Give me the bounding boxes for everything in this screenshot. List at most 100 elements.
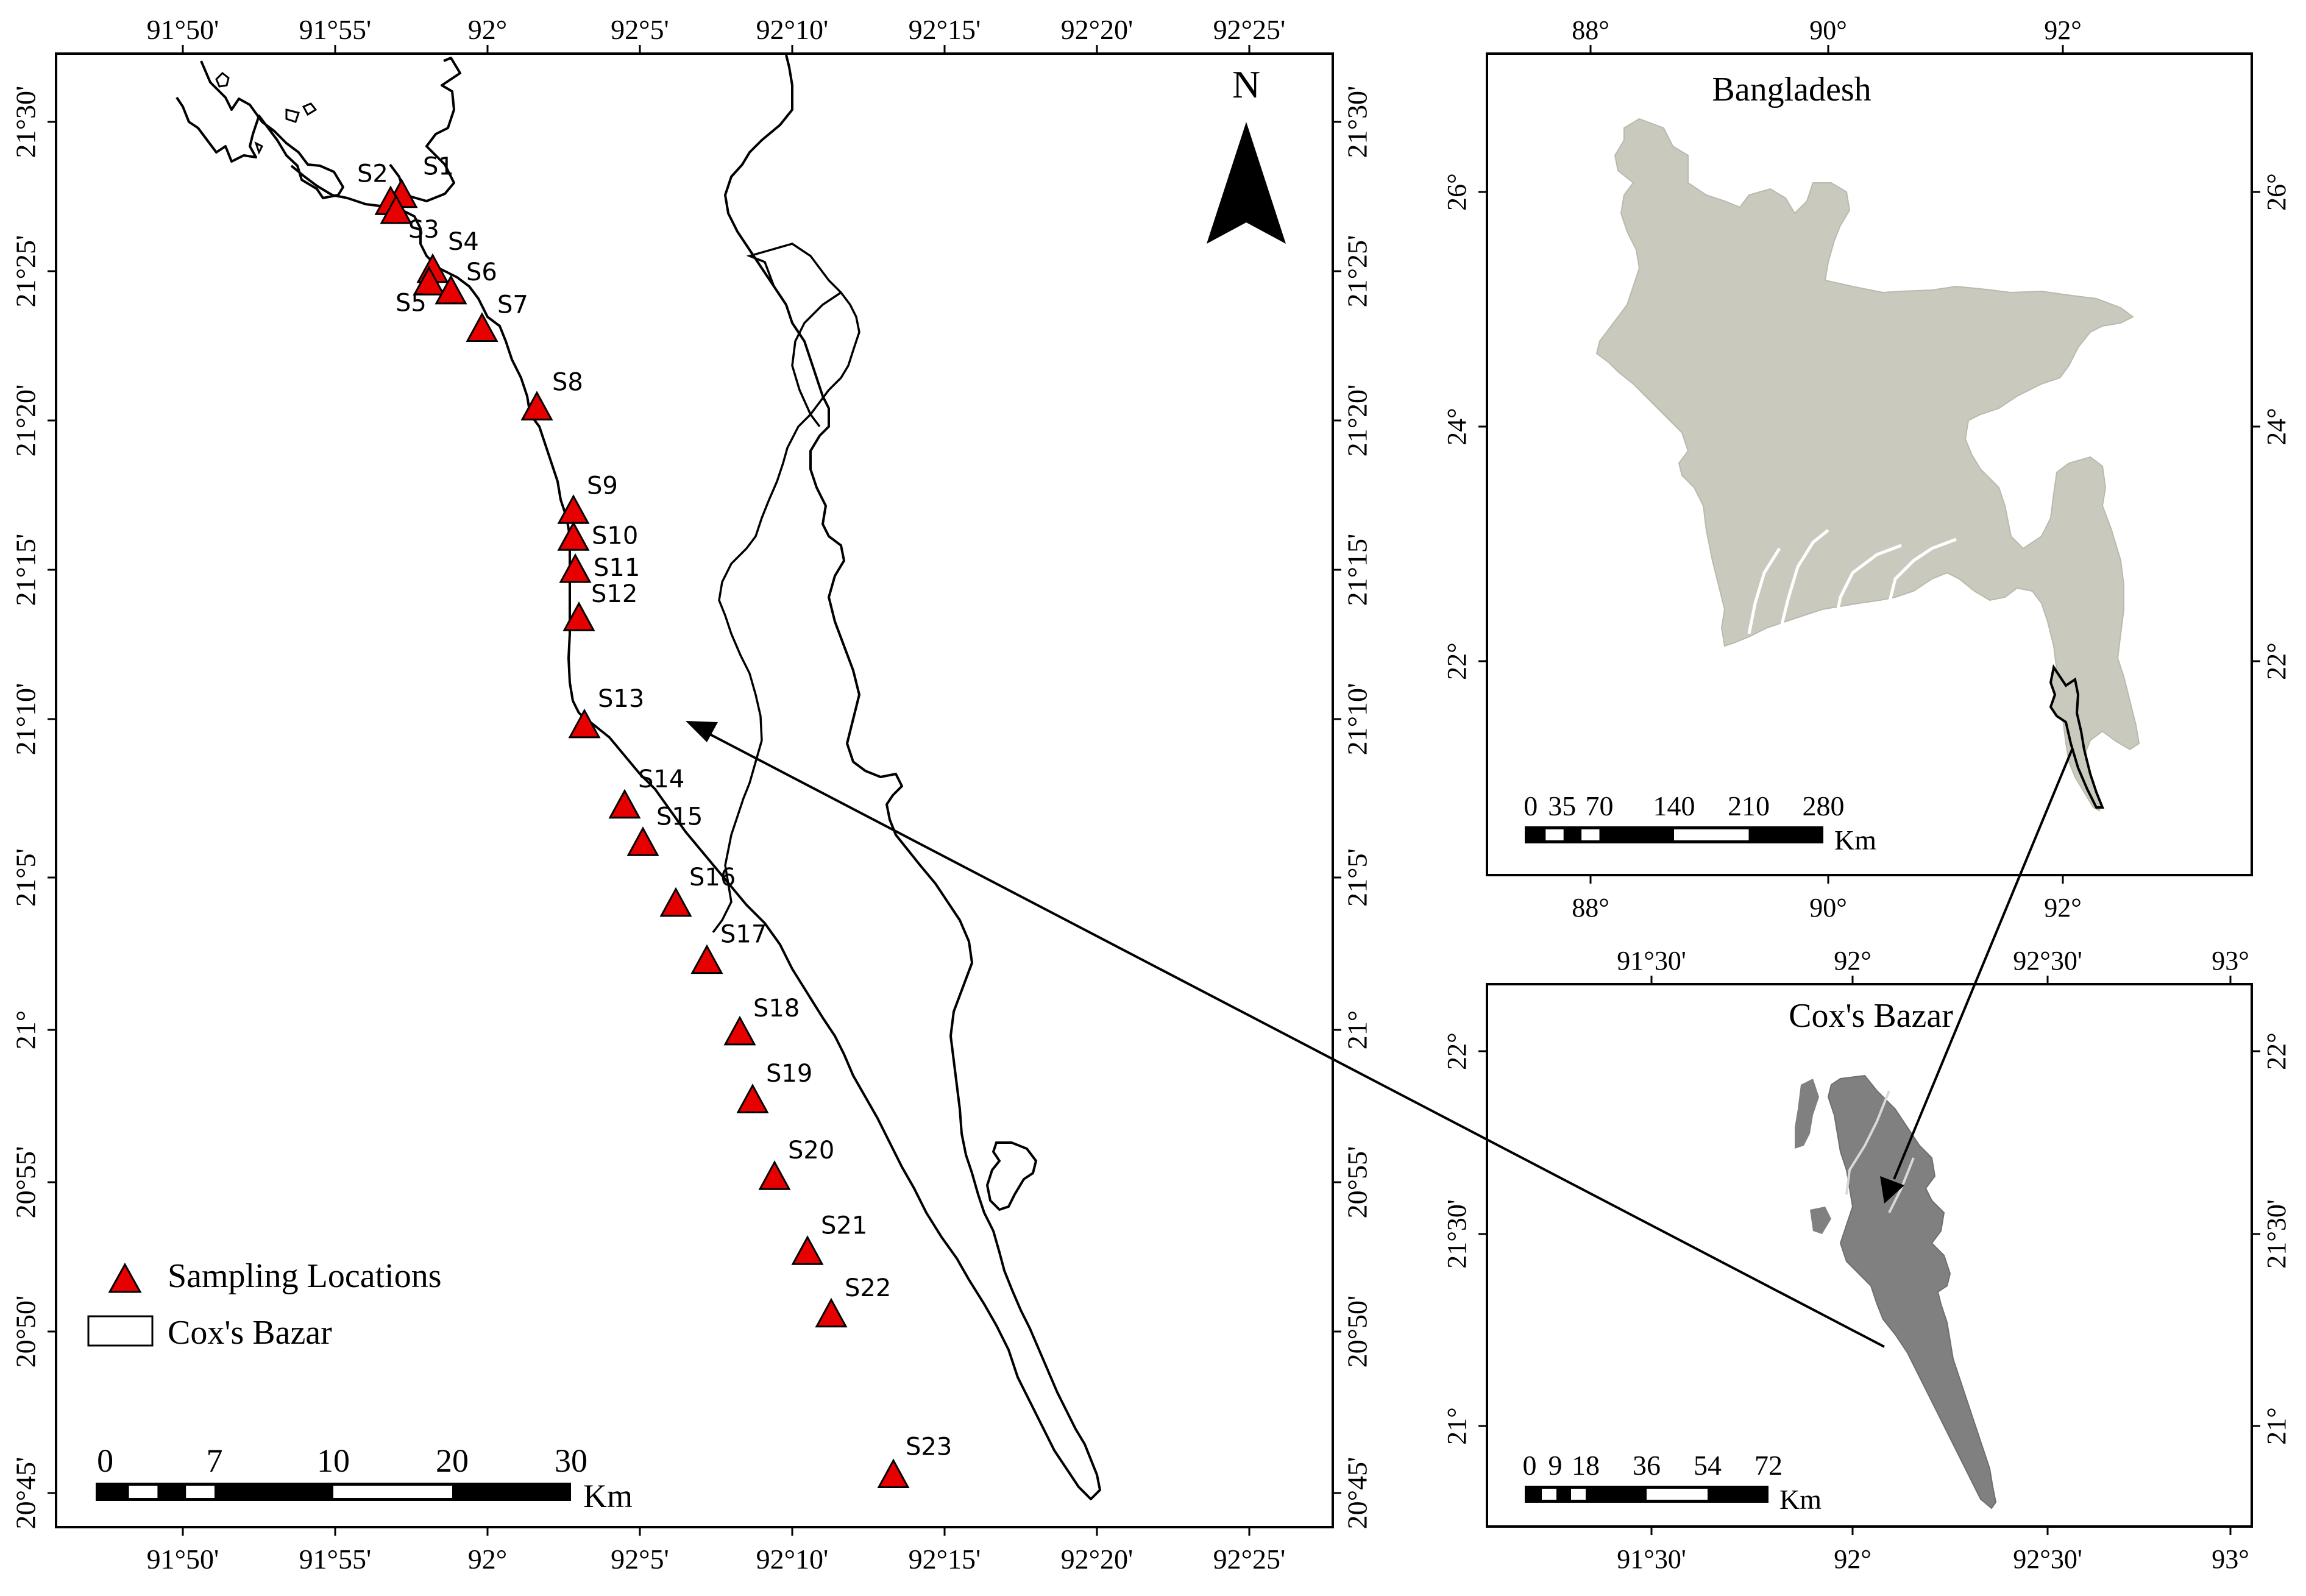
delta-rivers xyxy=(1747,529,1957,634)
coxs-to-main-arrowhead-icon xyxy=(686,721,718,742)
bottom-tick-label: 91°55' xyxy=(299,1544,372,1575)
scale-bar-segment xyxy=(1647,1489,1708,1500)
top-tick-label: 92° xyxy=(2044,15,2082,45)
station-marker-s16 xyxy=(659,887,692,917)
scale-bar-label: 210 xyxy=(1728,790,1770,821)
station-label-s18: S18 xyxy=(753,995,800,1023)
scale-bar-label: 9 xyxy=(1549,1450,1563,1481)
station-label-s13: S13 xyxy=(598,685,644,713)
coxs-bazar-map-frame xyxy=(1486,983,2253,1528)
top-tick-label: 92°5' xyxy=(611,14,669,45)
left-tick-label: 22° xyxy=(1442,642,1472,680)
station-label-s8: S8 xyxy=(552,368,583,396)
top-tick-label: 92°20' xyxy=(1061,14,1133,45)
station-marker-s10 xyxy=(557,521,590,551)
scale-bar-label: 7 xyxy=(207,1442,223,1479)
scale-bar-label: 72 xyxy=(1754,1450,1783,1481)
station-marker-s23 xyxy=(877,1458,910,1488)
station-label-s21: S21 xyxy=(821,1211,867,1240)
scale-bar-label: 54 xyxy=(1694,1450,1722,1481)
station-label-s12: S12 xyxy=(591,580,637,608)
top-tick-label: 92° xyxy=(1834,946,1871,976)
scale-bar-segment xyxy=(1571,1489,1586,1500)
north-arrow-icon xyxy=(1207,122,1286,244)
coxs-bazar-inland-boundary xyxy=(791,291,842,428)
mainland-coastline xyxy=(176,54,1101,1500)
scale-bar-label: 70 xyxy=(1586,790,1614,821)
station-marker-s20 xyxy=(758,1160,791,1190)
scale-bar-label: 35 xyxy=(1548,790,1576,821)
top-tick-label: 91°50' xyxy=(147,14,219,45)
station-marker-s17 xyxy=(690,944,723,974)
scale-bar-label: 140 xyxy=(1653,790,1695,821)
scale-bar-label: 18 xyxy=(1572,1450,1600,1481)
coxs-bazar-map-title: Cox's Bazar xyxy=(1789,997,1953,1035)
scale-bar-label: 280 xyxy=(1803,790,1845,821)
bangladesh-tick-labels: 88° 90° 92° 88° 90° 92° 26° 24° 22° 26° 24° 22° xyxy=(1442,15,2291,923)
right-tick-label: 21° xyxy=(2262,1407,2291,1445)
station-marker-s21 xyxy=(791,1235,824,1265)
main-map-frame xyxy=(55,52,1334,1528)
scale-bar-unit: Km xyxy=(583,1478,633,1514)
station-label-s4: S4 xyxy=(448,228,479,256)
right-tick-label: 21°5' xyxy=(1342,848,1373,907)
scale-bar-label: 10 xyxy=(317,1442,350,1479)
bangladesh-to-coxs-arrowhead-icon xyxy=(1880,1176,1904,1204)
left-tick-label: 21°20' xyxy=(10,385,41,457)
left-tick-label: 20°45' xyxy=(10,1457,41,1530)
bottom-tick-label: 92°25' xyxy=(1213,1544,1286,1575)
legend: Sampling Locations Cox's Bazar xyxy=(87,1257,442,1352)
right-tick-label: 21°10' xyxy=(1342,683,1373,756)
right-tick-label: 21°15' xyxy=(1342,534,1373,606)
left-tick-label: 26° xyxy=(1442,173,1472,211)
station-label-s16: S16 xyxy=(689,864,736,892)
bangladesh-to-coxs-arrow-line xyxy=(1893,749,2073,1180)
bangladesh-inset-map: 88° 90° 92° 88° 90° 92° 26° 24° 22° 26° 24° 22° Ban… xyxy=(1442,15,2291,923)
bangladesh-scale-bar: 0 35 70 140 210 280 Km xyxy=(1524,790,1876,856)
left-tick-label: 21°10' xyxy=(10,683,41,756)
station-marker-s8 xyxy=(520,391,553,420)
left-tick-label: 21° xyxy=(1442,1407,1472,1445)
station-marker-s19 xyxy=(736,1084,769,1113)
left-tick-label: 21°30' xyxy=(1442,1199,1472,1269)
station-label-s9: S9 xyxy=(587,472,618,500)
station-label-s20: S20 xyxy=(788,1137,834,1165)
bangladesh-map-title: Bangladesh xyxy=(1712,71,1871,108)
station-label-s2: S2 xyxy=(357,160,388,188)
scale-bar-unit: Km xyxy=(1779,1484,1822,1515)
left-tick-label: 21°25' xyxy=(10,235,41,308)
left-tick-label: 21°30' xyxy=(10,86,41,158)
station-marker-s15 xyxy=(626,826,659,856)
top-tick-label: 92° xyxy=(468,14,507,45)
coxs-bazar-shape xyxy=(1827,1074,1997,1509)
bangladesh-map-frame xyxy=(1486,52,2253,876)
left-tick-label: 24° xyxy=(1442,408,1472,445)
station-marker-s13 xyxy=(568,708,601,739)
top-tick-label: 93° xyxy=(2212,946,2249,976)
scale-bar-segment xyxy=(1542,1489,1556,1500)
coxs-bazar-western-island xyxy=(1795,1079,1819,1149)
scale-bar-label: 0 xyxy=(1523,1450,1537,1481)
bottom-tick-label: 92°10' xyxy=(756,1544,829,1575)
top-tick-label: 91°30' xyxy=(1617,946,1686,976)
station-label-s6: S6 xyxy=(466,258,497,286)
top-tick-label: 92°10' xyxy=(756,14,829,45)
right-tick-label: 21°30' xyxy=(1342,86,1373,158)
bottom-tick-label: 91°30' xyxy=(1617,1544,1686,1574)
coxs-bazar-inset-map: 91°30' 92° 92°30' 93° 91°30' 92° 92°30' 93° 22° 2… xyxy=(1442,946,2291,1574)
station-marker-s22 xyxy=(815,1297,848,1328)
right-tick-label: 20°50' xyxy=(1342,1296,1373,1368)
main-map-tick-labels: 91°50' 91°55' 92° 92°5' 92°10' 92°15' 92°20' 92… xyxy=(10,14,1373,1575)
scale-bar-label: 0 xyxy=(97,1442,113,1479)
bottom-tick-label: 90° xyxy=(1809,893,1847,923)
top-tick-label: 92°25' xyxy=(1213,14,1286,45)
scale-bar-label: 36 xyxy=(1633,1450,1661,1481)
station-label-s7: S7 xyxy=(497,291,528,319)
left-tick-label: 20°55' xyxy=(10,1146,41,1219)
bottom-tick-label: 92°20' xyxy=(1061,1544,1133,1575)
right-tick-label: 24° xyxy=(2262,408,2291,445)
main-map-ticks xyxy=(48,45,1341,1536)
station-marker-s5 xyxy=(413,266,445,296)
right-tick-label: 21° xyxy=(1342,1010,1373,1049)
